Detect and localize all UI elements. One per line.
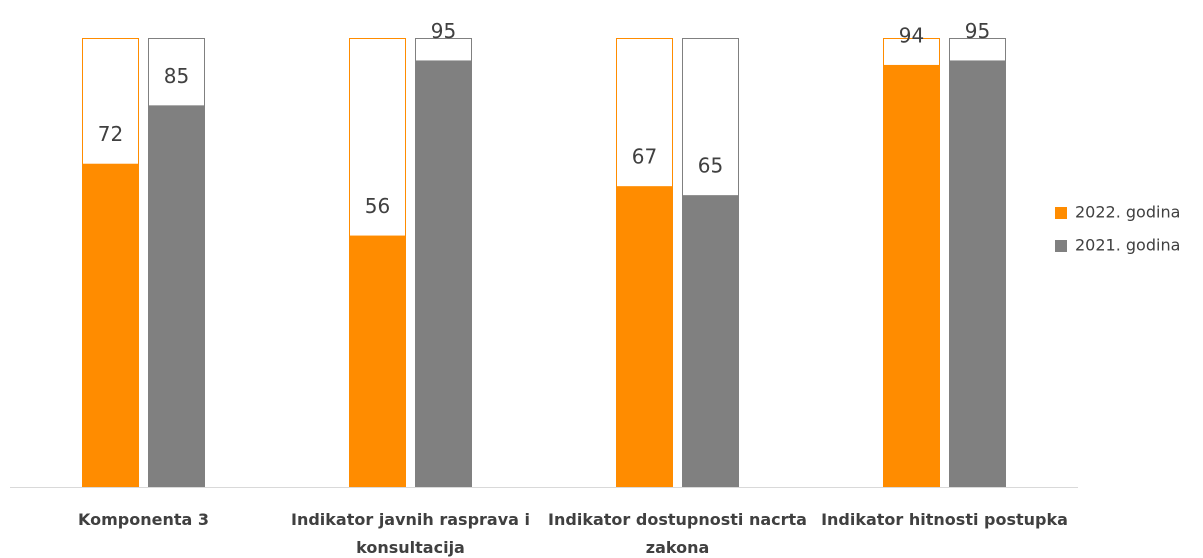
legend-swatch bbox=[1055, 207, 1067, 219]
bar bbox=[682, 195, 739, 487]
data-label: 95 bbox=[965, 19, 990, 43]
x-tick-label: Indikator dostupnosti nacrta zakona bbox=[548, 510, 807, 557]
legend-label: 2022. godina bbox=[1075, 203, 1180, 222]
bar bbox=[82, 163, 139, 487]
x-tick-label: Indikator hitnosti postupka bbox=[821, 510, 1068, 529]
x-tick-label: Indikator javnih rasprava i konsultacija bbox=[291, 510, 530, 557]
bar bbox=[415, 60, 472, 487]
bar bbox=[349, 235, 406, 487]
data-label: 56 bbox=[365, 194, 390, 218]
bar bbox=[148, 105, 205, 487]
bar bbox=[616, 186, 673, 488]
data-label: 95 bbox=[431, 19, 456, 43]
data-label: 65 bbox=[698, 154, 723, 178]
legend-label: 2021. godina bbox=[1075, 236, 1180, 255]
data-label: 85 bbox=[164, 64, 189, 88]
bar bbox=[883, 64, 940, 487]
data-label: 94 bbox=[899, 23, 924, 47]
data-label: 67 bbox=[632, 145, 657, 169]
x-tick-label: Komponenta 3 bbox=[77, 510, 209, 529]
data-label: 72 bbox=[98, 122, 123, 146]
legend-swatch bbox=[1055, 240, 1067, 252]
bar bbox=[949, 60, 1006, 487]
